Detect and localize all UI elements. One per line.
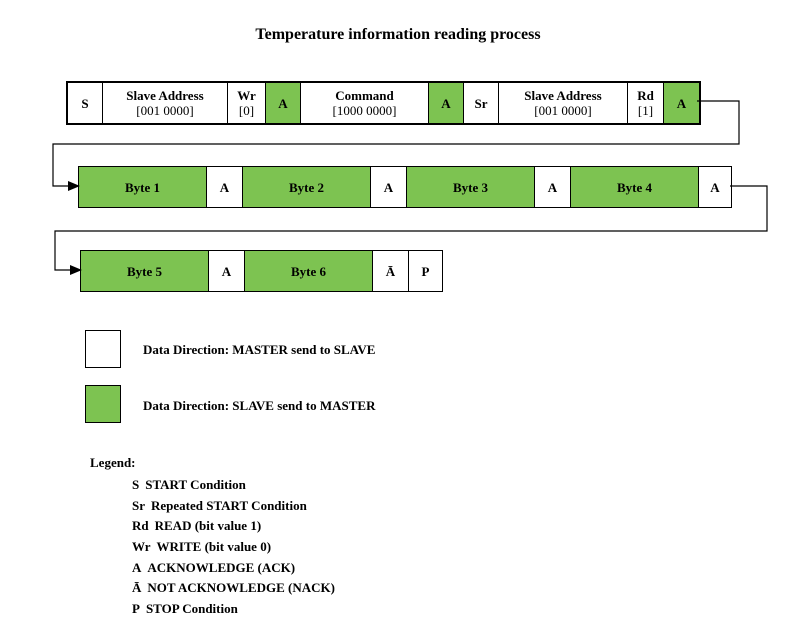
ack-cell-1: A <box>266 83 301 123</box>
master-to-slave-label: Data Direction: MASTER send to SLAVE <box>143 342 376 357</box>
cell-value: [1] <box>637 103 654 118</box>
legend-description: WRITE (bit value 0) <box>156 539 272 555</box>
cell-label: A <box>278 95 288 111</box>
cell-value: [001 0000] <box>534 103 592 118</box>
legend-symbol: Ā <box>132 580 142 596</box>
ack-byte-2-cell: A <box>371 167 407 207</box>
cell-label: A <box>676 95 687 111</box>
cell-value: [1000 0000] <box>332 103 397 118</box>
cell-label: A <box>441 95 451 111</box>
legend-item: A ACKNOWLEDGE (ACK) <box>132 558 335 579</box>
cell-label: Byte 6 <box>290 263 327 279</box>
cell-label: Ā <box>385 263 396 279</box>
slave-address-read-cell: Slave Address [001 0000] <box>499 83 628 123</box>
legend-title: Legend: <box>90 455 136 470</box>
nack-cell: Ā <box>373 251 409 291</box>
ack-cell-3: A <box>664 83 699 123</box>
legend-description: STOP Condition <box>145 601 238 617</box>
cell-label: Byte 2 <box>288 179 325 195</box>
legend-description: START Condition <box>145 477 246 492</box>
ack-byte-3-cell: A <box>535 167 571 207</box>
diagram-title: Temperature information reading process <box>255 26 541 43</box>
cell-label: A <box>547 179 558 195</box>
slave-to-master-label: Data Direction: SLAVE send to MASTER <box>143 398 376 413</box>
legend-symbol: P <box>132 601 140 617</box>
legend-description: NOT ACKNOWLEDGE (NACK) <box>147 580 335 596</box>
cell-label: Slave Address <box>126 88 204 103</box>
cell-label: Command <box>335 88 394 103</box>
arrowhead-row2 <box>68 181 80 191</box>
legend-item: P STOP Condition <box>132 599 335 620</box>
byte-1-cell: Byte 1 <box>79 167 207 207</box>
frame-row-2: Byte 1 A Byte 2 A Byte 3 A Byte 4 A <box>78 166 732 208</box>
cell-value: [0] <box>238 103 255 118</box>
byte-5-cell: Byte 5 <box>81 251 209 291</box>
write-bit-cell: Wr [0] <box>228 83 266 123</box>
legend-symbol: A <box>132 559 142 575</box>
read-bit-cell: Rd [1] <box>628 83 664 123</box>
arrowhead-row3 <box>70 265 82 275</box>
ack-byte-4-cell: A <box>699 167 731 207</box>
connector-row2-row3 <box>54 185 768 271</box>
cell-label: Wr <box>237 88 256 103</box>
byte-2-cell: Byte 2 <box>243 167 371 207</box>
legend-item: Ā NOT ACKNOWLEDGE (NACK) <box>132 578 335 599</box>
cell-label: Rd <box>637 88 654 103</box>
cell-label: A <box>710 179 720 195</box>
cell-label: Byte 3 <box>452 179 489 195</box>
cell-label: Byte 5 <box>126 263 163 279</box>
byte-6-cell: Byte 6 <box>245 251 373 291</box>
cell-label: A <box>219 179 230 195</box>
frame-row-1: S Slave Address [001 0000] Wr [0] A Command [10… <box>66 81 701 125</box>
frame-row-3: Byte 5 A Byte 6 Ā P <box>80 250 443 292</box>
cell-label: Byte 4 <box>616 179 653 195</box>
legend-description: ACKNOWLEDGE (ACK) <box>147 559 296 575</box>
stop-cell: P <box>409 251 442 291</box>
cell-value: [001 0000] <box>136 103 194 118</box>
slave-address-write-cell: Slave Address [001 0000] <box>103 83 228 123</box>
legend-description: Repeated START Condition <box>151 497 307 513</box>
ack-byte-5-cell: A <box>209 251 245 291</box>
byte-3-cell: Byte 3 <box>407 167 535 207</box>
slave-to-master-swatch <box>85 385 121 423</box>
legend-symbol: Sr <box>132 497 145 513</box>
ack-byte-1-cell: A <box>207 167 243 207</box>
cell-label: A <box>383 179 394 195</box>
legend-item: Sr Repeated START Condition <box>132 496 335 517</box>
legend-item: S START Condition <box>132 475 335 496</box>
legend-list: S START Condition Sr Repeated START Conditi… <box>132 475 335 620</box>
repeated-start-cell: Sr <box>464 83 499 123</box>
master-to-slave-swatch <box>85 330 121 368</box>
byte-4-cell: Byte 4 <box>571 167 699 207</box>
legend-symbol: Rd <box>132 518 149 534</box>
cell-label: A <box>221 263 232 279</box>
cell-label: Sr <box>474 95 488 111</box>
legend-description: READ (bit value 1) <box>154 518 262 534</box>
cell-label: Byte 1 <box>124 179 161 195</box>
cell-label: Slave Address <box>524 88 602 103</box>
connector-row1-row2 <box>52 100 740 187</box>
cell-label: S <box>81 95 89 111</box>
command-cell: Command [1000 0000] <box>301 83 429 123</box>
ack-cell-2: A <box>429 83 464 123</box>
legend-symbol: Wr <box>132 539 151 555</box>
legend-item: Rd READ (bit value 1) <box>132 516 335 537</box>
legend-item: Wr WRITE (bit value 0) <box>132 537 335 558</box>
cell-label: P <box>421 263 430 279</box>
legend-symbol: S <box>132 477 140 492</box>
start-cell: S <box>68 83 103 123</box>
